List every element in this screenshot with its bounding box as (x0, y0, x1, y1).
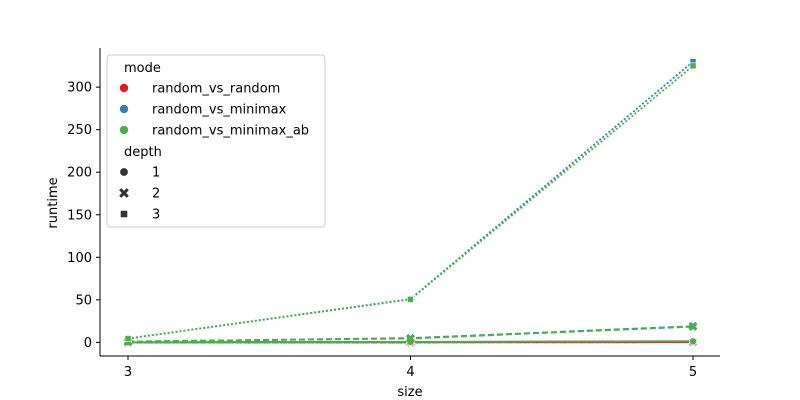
legend-depth-marker (120, 210, 128, 218)
y-tick-label: 200 (67, 166, 92, 181)
x-tick-label: 3 (124, 365, 132, 380)
y-tick-label: 300 (67, 81, 92, 96)
x-tick-label: 5 (689, 365, 697, 380)
legend-mode-title: mode (124, 61, 161, 76)
legend-mode-label: random_vs_minimax_ab (152, 124, 309, 139)
legend-depth-marker-stroke (119, 188, 129, 198)
legend-depth-label: 3 (152, 208, 160, 223)
legend-depth-marker (119, 167, 129, 177)
y-tick-label: 0 (84, 336, 92, 351)
legend-entries: random_vs_random random_vs_minimax random_… (119, 82, 309, 223)
legend-mode-marker (119, 83, 129, 93)
legend-frame (106, 54, 326, 228)
y-tick-label: 50 (75, 293, 92, 308)
legend-depth-title: depth (124, 145, 162, 160)
legend-mode-label: random_vs_random (152, 82, 280, 97)
legend: mode depth random_vs_random random_vs_min… (106, 54, 326, 228)
legend-mode-marker (119, 104, 129, 114)
data-point-random_vs_minimax_ab-depth-2-stroke (688, 322, 698, 331)
data-point-random_vs_minimax_ab-depth-3 (407, 296, 414, 303)
legend-depth-label: 1 (152, 166, 160, 181)
x-axis-label: size (397, 385, 422, 400)
data-point-random_vs_minimax_ab-depth-2 (406, 334, 415, 343)
legend-depth-label: 2 (152, 187, 160, 202)
y-tick-label: 250 (67, 123, 92, 138)
y-tick-label: 100 (67, 251, 92, 266)
legend-mode-label: random_vs_minimax (152, 103, 287, 118)
legend-mode-marker (119, 125, 129, 135)
x-tick-label: 4 (406, 365, 414, 380)
data-point-random_vs_minimax_ab-depth-3 (124, 335, 132, 342)
data-point-random_vs_minimax_ab-depth-1 (689, 337, 697, 346)
legend-depth-marker (119, 188, 129, 198)
x-axis-ticks: 3 4 5 (124, 356, 697, 380)
data-point-random_vs_minimax_ab-depth-2-stroke (406, 334, 415, 343)
data-point-random_vs_minimax_ab-depth-3 (689, 62, 697, 70)
y-tick-label: 150 (67, 208, 92, 223)
series-markers (123, 58, 698, 347)
y-axis-ticks: 0 50 100 150 200 250 300 (67, 81, 100, 351)
y-axis-label: runtime (46, 177, 61, 228)
data-point-random_vs_minimax_ab-depth-2 (688, 322, 698, 331)
